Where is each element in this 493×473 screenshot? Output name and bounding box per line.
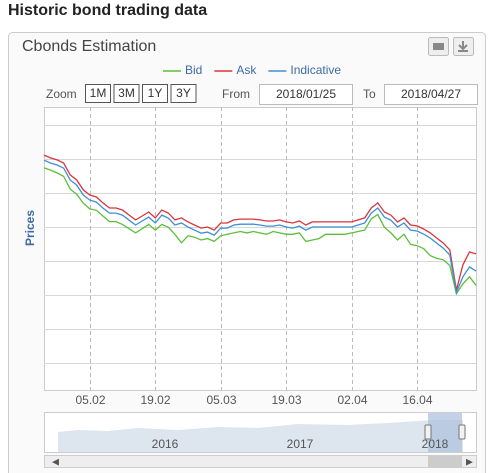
widget-title: Cbonds Estimation bbox=[22, 38, 156, 55]
navigator-handle[interactable] bbox=[424, 424, 432, 440]
navigator-label: 2016 bbox=[152, 437, 179, 451]
legend-label[interactable]: Bid bbox=[185, 63, 202, 77]
to-value: 2018/04/27 bbox=[401, 87, 461, 101]
print-icon bbox=[433, 43, 444, 50]
zoom-button-label: 3M bbox=[118, 86, 135, 100]
scroll-left[interactable]: ◀ bbox=[52, 456, 59, 466]
download-icon bbox=[458, 41, 468, 52]
zoom-button[interactable] bbox=[142, 84, 168, 103]
to-label: To bbox=[363, 87, 376, 101]
navigator-area bbox=[58, 420, 463, 452]
x-tick-label: 05.02 bbox=[75, 393, 105, 407]
x-tick-label: 05.03 bbox=[206, 393, 236, 407]
navigator-selection[interactable] bbox=[428, 413, 462, 452]
scrollbar-thumb[interactable] bbox=[428, 456, 462, 467]
x-tick-label: 19.03 bbox=[271, 393, 301, 407]
to-input[interactable] bbox=[384, 84, 478, 105]
zoom-label: Zoom bbox=[46, 87, 77, 101]
legend-label[interactable]: Indicative bbox=[290, 63, 341, 77]
x-tick-label: 16.04 bbox=[402, 393, 432, 407]
from-input[interactable] bbox=[259, 84, 353, 105]
scrollbar[interactable] bbox=[44, 455, 477, 468]
zoom-button[interactable] bbox=[113, 84, 140, 103]
navigator-label: 2018 bbox=[422, 437, 449, 451]
series-line bbox=[43, 167, 477, 296]
x-tick-label: 19.02 bbox=[140, 393, 170, 407]
navigator-label: 2017 bbox=[287, 437, 314, 451]
page-title: Historic bond trading data bbox=[8, 2, 208, 19]
navigator-handle[interactable] bbox=[458, 424, 466, 440]
zoom-button[interactable] bbox=[85, 84, 111, 103]
series-line bbox=[43, 154, 477, 291]
from-label: From bbox=[222, 87, 250, 101]
series-line bbox=[43, 159, 477, 295]
legend-label[interactable]: Ask bbox=[236, 63, 257, 77]
y-axis-title: Prices bbox=[23, 210, 37, 246]
zoom-button-label: 1M bbox=[90, 86, 107, 100]
scroll-right[interactable]: ▶ bbox=[466, 456, 473, 466]
zoom-button-label: 3Y bbox=[176, 86, 191, 100]
zoom-button[interactable] bbox=[170, 84, 197, 103]
zoom-button-label: 1Y bbox=[148, 86, 163, 100]
from-value: 2018/01/25 bbox=[276, 87, 336, 101]
x-tick-label: 02.04 bbox=[337, 393, 367, 407]
plot-area bbox=[44, 107, 477, 391]
